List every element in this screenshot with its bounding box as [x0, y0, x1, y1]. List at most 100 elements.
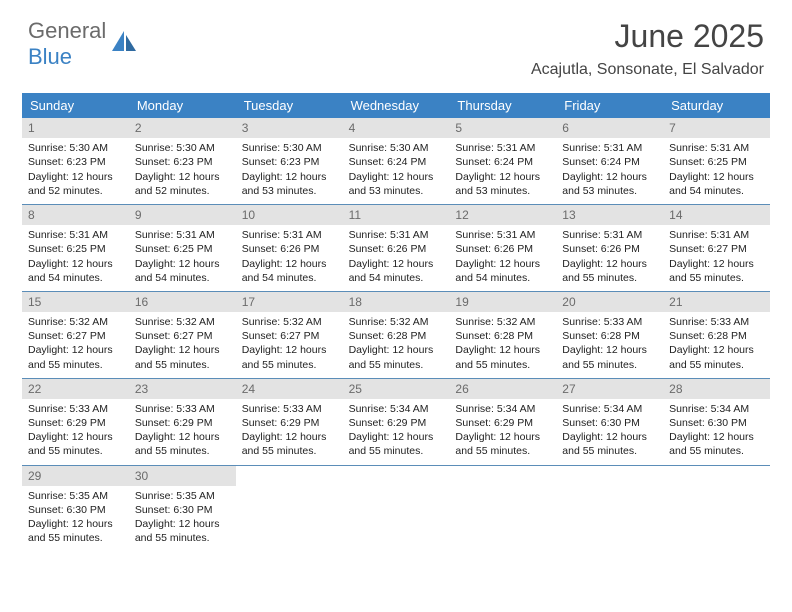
daylight-line: Daylight: 12 hours and 53 minutes. — [455, 170, 550, 198]
day-cell: 21Sunrise: 5:33 AMSunset: 6:28 PMDayligh… — [663, 291, 770, 378]
day-number: 30 — [129, 466, 236, 486]
sunrise-line: Sunrise: 5:31 AM — [349, 228, 444, 242]
sunset-line: Sunset: 6:24 PM — [562, 155, 657, 169]
day-number: 27 — [556, 379, 663, 399]
day-number: 4 — [343, 118, 450, 138]
day-number: 2 — [129, 118, 236, 138]
daylight-line: Daylight: 12 hours and 53 minutes. — [562, 170, 657, 198]
empty-cell: . — [343, 465, 450, 552]
daylight-line: Daylight: 12 hours and 55 minutes. — [135, 343, 230, 371]
sunset-line: Sunset: 6:30 PM — [28, 503, 123, 517]
day-number: 18 — [343, 292, 450, 312]
sunrise-line: Sunrise: 5:34 AM — [562, 402, 657, 416]
sunrise-line: Sunrise: 5:31 AM — [455, 141, 550, 155]
sunrise-line: Sunrise: 5:33 AM — [669, 315, 764, 329]
weekday-header: Monday — [129, 93, 236, 118]
sunrise-line: Sunrise: 5:34 AM — [455, 402, 550, 416]
day-number: 21 — [663, 292, 770, 312]
day-number: 14 — [663, 205, 770, 225]
sunrise-line: Sunrise: 5:33 AM — [135, 402, 230, 416]
empty-cell: . — [663, 465, 770, 552]
daylight-line: Daylight: 12 hours and 55 minutes. — [562, 257, 657, 285]
sunset-line: Sunset: 6:29 PM — [455, 416, 550, 430]
day-number: 25 — [343, 379, 450, 399]
daylight-line: Daylight: 12 hours and 55 minutes. — [135, 430, 230, 458]
day-cell: 16Sunrise: 5:32 AMSunset: 6:27 PMDayligh… — [129, 291, 236, 378]
weekday-header: Saturday — [663, 93, 770, 118]
daylight-line: Daylight: 12 hours and 54 minutes. — [669, 170, 764, 198]
sunrise-line: Sunrise: 5:30 AM — [349, 141, 444, 155]
day-cell: 8Sunrise: 5:31 AMSunset: 6:25 PMDaylight… — [22, 204, 129, 291]
daylight-line: Daylight: 12 hours and 55 minutes. — [455, 343, 550, 371]
day-cell: 22Sunrise: 5:33 AMSunset: 6:29 PMDayligh… — [22, 378, 129, 465]
weekday-header: Sunday — [22, 93, 129, 118]
sunset-line: Sunset: 6:24 PM — [349, 155, 444, 169]
weekday-header: Thursday — [449, 93, 556, 118]
day-cell: 7 Sunrise: 5:31 AMSunset: 6:25 PMDaylight… — [663, 118, 770, 204]
daylight-line: Daylight: 12 hours and 55 minutes. — [28, 517, 123, 545]
sunset-line: Sunset: 6:25 PM — [669, 155, 764, 169]
sunset-line: Sunset: 6:26 PM — [455, 242, 550, 256]
day-number: 10 — [236, 205, 343, 225]
day-number: 7 — [663, 118, 770, 138]
day-number: 3 — [236, 118, 343, 138]
daylight-line: Daylight: 12 hours and 53 minutes. — [242, 170, 337, 198]
sunrise-line: Sunrise: 5:32 AM — [242, 315, 337, 329]
day-cell: 2Sunrise: 5:30 AMSunset: 6:23 PMDaylight… — [129, 118, 236, 204]
sunset-line: Sunset: 6:25 PM — [135, 242, 230, 256]
sunrise-line: Sunrise: 5:31 AM — [669, 141, 764, 155]
sunset-line: Sunset: 6:25 PM — [28, 242, 123, 256]
day-number: 20 — [556, 292, 663, 312]
day-cell: 14Sunrise: 5:31 AMSunset: 6:27 PMDayligh… — [663, 204, 770, 291]
day-number: 6 — [556, 118, 663, 138]
daylight-line: Daylight: 12 hours and 52 minutes. — [135, 170, 230, 198]
day-number: 1 — [22, 118, 129, 138]
day-cell: 26 Sunrise: 5:34 AMSunset: 6:29 PMDayligh… — [449, 378, 556, 465]
day-cell: 19Sunrise: 5:32 AMSunset: 6:28 PMDayligh… — [449, 291, 556, 378]
sunset-line: Sunset: 6:23 PM — [135, 155, 230, 169]
day-number: 11 — [343, 205, 450, 225]
daylight-line: Daylight: 12 hours and 55 minutes. — [242, 430, 337, 458]
daylight-line: Daylight: 12 hours and 55 minutes. — [455, 430, 550, 458]
sunset-line: Sunset: 6:23 PM — [28, 155, 123, 169]
sunrise-line: Sunrise: 5:32 AM — [455, 315, 550, 329]
sunset-line: Sunset: 6:23 PM — [242, 155, 337, 169]
sunset-line: Sunset: 6:27 PM — [669, 242, 764, 256]
day-number: 13 — [556, 205, 663, 225]
day-cell: 17Sunrise: 5:32 AMSunset: 6:27 PMDayligh… — [236, 291, 343, 378]
sunset-line: Sunset: 6:27 PM — [28, 329, 123, 343]
sunrise-line: Sunrise: 5:34 AM — [669, 402, 764, 416]
day-number: 17 — [236, 292, 343, 312]
daylight-line: Daylight: 12 hours and 55 minutes. — [669, 343, 764, 371]
sunrise-line: Sunrise: 5:32 AM — [135, 315, 230, 329]
daylight-line: Daylight: 12 hours and 55 minutes. — [562, 430, 657, 458]
day-number: 12 — [449, 205, 556, 225]
day-number: 28 — [663, 379, 770, 399]
calendar: SundayMondayTuesdayWednesdayThursdayFrid… — [22, 93, 770, 552]
day-number: 9 — [129, 205, 236, 225]
day-number: 26 — [449, 379, 556, 399]
day-number: 16 — [129, 292, 236, 312]
day-number: 15 — [22, 292, 129, 312]
daylight-line: Daylight: 12 hours and 55 minutes. — [669, 430, 764, 458]
sunrise-line: Sunrise: 5:31 AM — [242, 228, 337, 242]
sunset-line: Sunset: 6:29 PM — [349, 416, 444, 430]
daylight-line: Daylight: 12 hours and 54 minutes. — [349, 257, 444, 285]
day-cell: 12Sunrise: 5:31 AMSunset: 6:26 PMDayligh… — [449, 204, 556, 291]
sunrise-line: Sunrise: 5:33 AM — [562, 315, 657, 329]
sunset-line: Sunset: 6:29 PM — [242, 416, 337, 430]
daylight-line: Daylight: 12 hours and 55 minutes. — [242, 343, 337, 371]
daylight-line: Daylight: 12 hours and 52 minutes. — [28, 170, 123, 198]
sunset-line: Sunset: 6:28 PM — [562, 329, 657, 343]
logo-sail-icon — [110, 29, 138, 60]
empty-cell: . — [449, 465, 556, 552]
day-number: 24 — [236, 379, 343, 399]
day-cell: 11Sunrise: 5:31 AMSunset: 6:26 PMDayligh… — [343, 204, 450, 291]
sunset-line: Sunset: 6:29 PM — [135, 416, 230, 430]
day-cell: 9Sunrise: 5:31 AMSunset: 6:25 PMDaylight… — [129, 204, 236, 291]
daylight-line: Daylight: 12 hours and 55 minutes. — [349, 430, 444, 458]
location-text: Acajutla, Sonsonate, El Salvador — [531, 61, 764, 79]
daylight-line: Daylight: 12 hours and 54 minutes. — [455, 257, 550, 285]
sunrise-line: Sunrise: 5:31 AM — [562, 228, 657, 242]
sunrise-line: Sunrise: 5:34 AM — [349, 402, 444, 416]
